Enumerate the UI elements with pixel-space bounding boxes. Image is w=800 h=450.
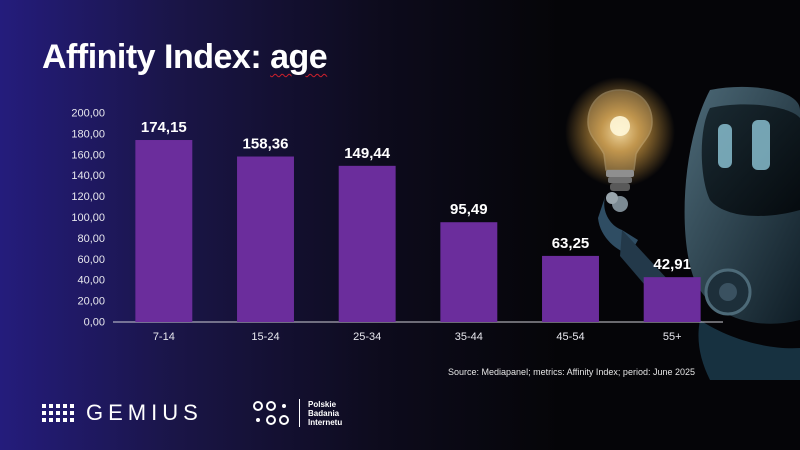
- pbi-line-1: Polskie: [308, 399, 337, 409]
- pbi-wordmark: Polskie Badania Internetu: [308, 400, 342, 427]
- y-tick-label: 160,00: [71, 149, 105, 161]
- y-tick-label: 180,00: [71, 128, 105, 140]
- data-labels: 174,15 158,36 149,44 95,49 63,25 42,91: [141, 119, 691, 273]
- y-tick-label: 60,00: [77, 254, 105, 266]
- y-tick-label: 200,00: [71, 108, 105, 120]
- x-axis-tick-labels: 7-14 15-24 25-34 35-44 45-54 55+: [153, 331, 682, 343]
- bar-25-34: [338, 165, 396, 322]
- y-tick-label: 80,00: [77, 233, 105, 245]
- bar-55+: [643, 277, 701, 322]
- y-tick-label: 140,00: [71, 170, 105, 182]
- data-label: 158,36: [243, 136, 289, 153]
- data-label: 149,44: [344, 145, 391, 162]
- title-prefix: Affinity Index:: [42, 38, 271, 76]
- x-tick-label: 55+: [663, 331, 682, 343]
- bar-45-54: [542, 255, 599, 322]
- y-tick-label: 20,00: [77, 296, 105, 308]
- bar-15-24: [237, 156, 294, 322]
- page-title: Affinity Index: age: [42, 38, 328, 77]
- y-tick-label: 120,00: [71, 191, 105, 203]
- y-tick-label: 100,00: [71, 212, 105, 224]
- robot-with-lightbulb-illustration: [565, 77, 800, 380]
- data-label: 174,15: [141, 119, 187, 136]
- gemius-wordmark: GEMIUS: [86, 400, 203, 425]
- y-tick-label: 0,00: [84, 317, 105, 329]
- pbi-line-2: Badania: [308, 408, 340, 418]
- y-tick-label: 40,00: [77, 275, 105, 287]
- data-label: 42,91: [653, 256, 691, 273]
- title-keyword: age: [270, 38, 328, 76]
- x-tick-label: 35-44: [455, 331, 483, 343]
- pbi-separator: [299, 399, 300, 427]
- x-tick-label: 7-14: [153, 331, 175, 343]
- gemius-dots-icon: [42, 404, 74, 422]
- bars: [135, 140, 701, 322]
- x-tick-label: 25-34: [353, 331, 381, 343]
- data-label: 95,49: [450, 201, 488, 218]
- x-tick-label: 45-54: [556, 331, 584, 343]
- data-label: 63,25: [552, 235, 590, 252]
- x-tick-label: 15-24: [251, 331, 279, 343]
- pbi-line-3: Internetu: [308, 417, 343, 427]
- bar-7-14: [135, 140, 193, 322]
- y-axis-tick-labels: 0,00 20,00 40,00 60,00 80,00 100,00 120,00 140,…: [71, 108, 105, 329]
- pbi-dots-icon: [253, 401, 289, 425]
- gemius-logo: GEMIUS: [42, 400, 203, 426]
- source-note: Source: Mediapanel; metrics: Affinity In…: [448, 367, 695, 377]
- bar-35-44: [440, 222, 498, 322]
- pbi-logo: Polskie Badania Internetu: [253, 399, 342, 427]
